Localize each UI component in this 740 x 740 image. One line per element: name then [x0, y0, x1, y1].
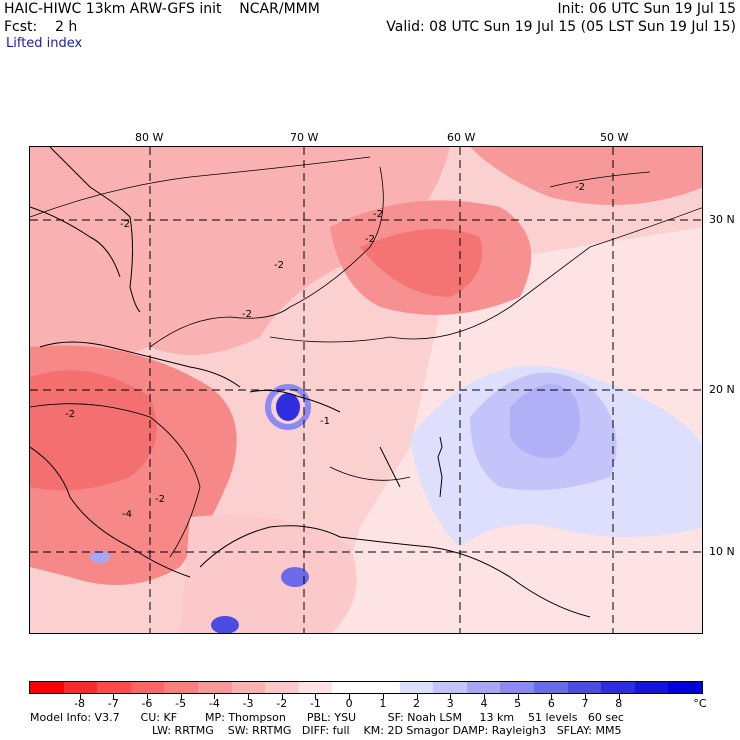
colorbar-tick [180, 694, 182, 699]
colorbar-swatch [231, 682, 266, 693]
field-blue-patch-venezuela [281, 567, 309, 587]
colorbar-tick [79, 694, 81, 699]
colorbar-tick [113, 694, 115, 699]
colorbar-swatch [365, 682, 400, 693]
lat-lon-grid [30, 147, 702, 633]
field-light-red-south [180, 515, 357, 633]
colorbar-tick [281, 694, 283, 699]
colorbar-swatch [332, 682, 366, 693]
colorbar-swatch [97, 682, 131, 693]
colorbar-tick-label: -4 [208, 697, 220, 710]
contour-lines [30, 156, 702, 558]
colorbar-tick [551, 694, 553, 699]
colorbar-tick-label: -1 [309, 697, 321, 710]
colorbar-swatch [197, 682, 232, 693]
colorbar-tick-label: 5 [514, 697, 522, 710]
contour-label: -2 [274, 260, 284, 271]
colorbar-swatch [130, 682, 165, 693]
contour-label: -2 [242, 309, 252, 320]
contour-label: -4 [122, 509, 132, 520]
colorbar-tick-label: -3 [242, 697, 254, 710]
colorbar-swatch [63, 682, 98, 693]
lat-label-10n: 10 N [709, 545, 735, 558]
colorbar-unit: °C [693, 697, 707, 710]
lon-label-70w: 70 W [290, 131, 319, 144]
valid-time: Valid: 08 UTC Sun 19 Jul 15 (05 LST Sun … [386, 19, 736, 35]
lon-label-60w: 60 W [447, 131, 476, 144]
colorbar-tick-label: -8 [74, 697, 86, 710]
colorbar-swatch [265, 682, 299, 693]
colorbar-tick-label: 4 [480, 697, 488, 710]
colorbar-tick [248, 694, 250, 699]
colorbar-tick-label: 8 [615, 697, 623, 710]
colorbar-swatch [433, 682, 467, 693]
colorbar-tick [618, 694, 620, 699]
lat-label-30n: 30 N [709, 213, 735, 226]
colorbar-tick-label: -7 [107, 697, 119, 710]
colorbar-tick-label: 2 [413, 697, 421, 710]
contour-label: -2 [365, 234, 375, 245]
field-name: Lifted index [6, 36, 83, 51]
map-svg: -2 -2 -2 -2 -2 -2 -1 -2 -4 -2 [30, 147, 702, 633]
colorbar-swatch [399, 682, 434, 693]
contour-label: -2 [373, 209, 383, 220]
colorbar-swatch [601, 682, 635, 693]
colorbar-tick-label: 6 [547, 697, 555, 710]
contour-label: -2 [575, 182, 585, 193]
field-blue-patch-colombia [211, 616, 239, 633]
contour-label-group: -2 -2 -2 -2 -2 -2 -1 -2 -4 -2 [65, 182, 585, 520]
colorbar-tick-label: 7 [581, 697, 589, 710]
colorbar-swatch [567, 682, 602, 693]
model-info-line2: LW: RRTMG SW: RRTMG DIFF: full KM: 2D Sm… [152, 724, 622, 737]
model-info-line1: Model Info: V3.7 CU: KF MP: Thompson PBL… [30, 711, 624, 724]
colorbar-swatch [634, 682, 669, 693]
field-strong-red-north [360, 229, 482, 297]
colorbar-tick [315, 694, 317, 699]
colorbar-tick-label: 1 [379, 697, 387, 710]
colorbar-tick-label: -6 [141, 697, 153, 710]
colorbar-tick [517, 694, 519, 699]
field-blue-core [510, 384, 580, 458]
lifted-index-map: -2 -2 -2 -2 -2 -2 -1 -2 -4 -2 [29, 146, 703, 634]
lon-label-80w: 80 W [135, 131, 164, 144]
contour-label: -1 [320, 416, 330, 427]
colorbar-tick-label: 3 [446, 697, 454, 710]
colorbar-swatch [164, 682, 198, 693]
colorbar-tick [416, 694, 418, 699]
colorbar-swatch [30, 682, 64, 693]
contour-label: -2 [155, 494, 165, 505]
colorbar-swatch [668, 682, 702, 693]
contour-label: -2 [65, 409, 75, 420]
colorbar-tick [382, 694, 384, 699]
colorbar-tick-label: -5 [175, 697, 187, 710]
colorbar-tick [146, 694, 148, 699]
colorbar-tick [483, 694, 485, 699]
colorbar-tick-label: -2 [276, 697, 288, 710]
colorbar-tick [450, 694, 452, 699]
lon-label-50w: 50 W [600, 131, 629, 144]
field-light-red-nw [30, 147, 450, 377]
colorbar-tick [214, 694, 216, 699]
colorbar-swatch [500, 682, 534, 693]
colorbar-tick-label: 0 [345, 697, 353, 710]
init-time: Init: 06 UTC Sun 19 Jul 15 [557, 1, 736, 17]
colorbar-swatch [298, 682, 333, 693]
colorbar-swatch [533, 682, 568, 693]
colorbar-tick [349, 694, 351, 699]
colorbar-swatch [466, 682, 501, 693]
field-blue-ring-hispaniola [265, 384, 311, 430]
lat-label-20n: 20 N [709, 383, 735, 396]
model-title: HAIC-HIWC 13km ARW-GFS init NCAR/MMM [4, 1, 320, 17]
field-blue-patch-central-america [90, 551, 110, 563]
colorbar [29, 681, 703, 694]
contour-label: -2 [120, 219, 130, 230]
colorbar-tick [585, 694, 587, 699]
field-strong-red-west [30, 370, 157, 491]
field-red-ne [470, 147, 702, 205]
field-blue-patch-hispaniola [276, 393, 300, 421]
forecast-hour: Fcst: 2 h [4, 19, 78, 35]
